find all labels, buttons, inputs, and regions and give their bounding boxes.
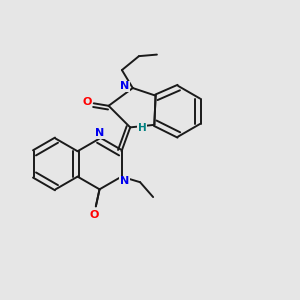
Text: O: O — [90, 210, 99, 220]
Text: O: O — [82, 98, 92, 107]
Text: N: N — [95, 128, 104, 138]
Text: N: N — [120, 82, 130, 92]
Text: N: N — [120, 176, 129, 186]
Text: H: H — [138, 123, 146, 133]
